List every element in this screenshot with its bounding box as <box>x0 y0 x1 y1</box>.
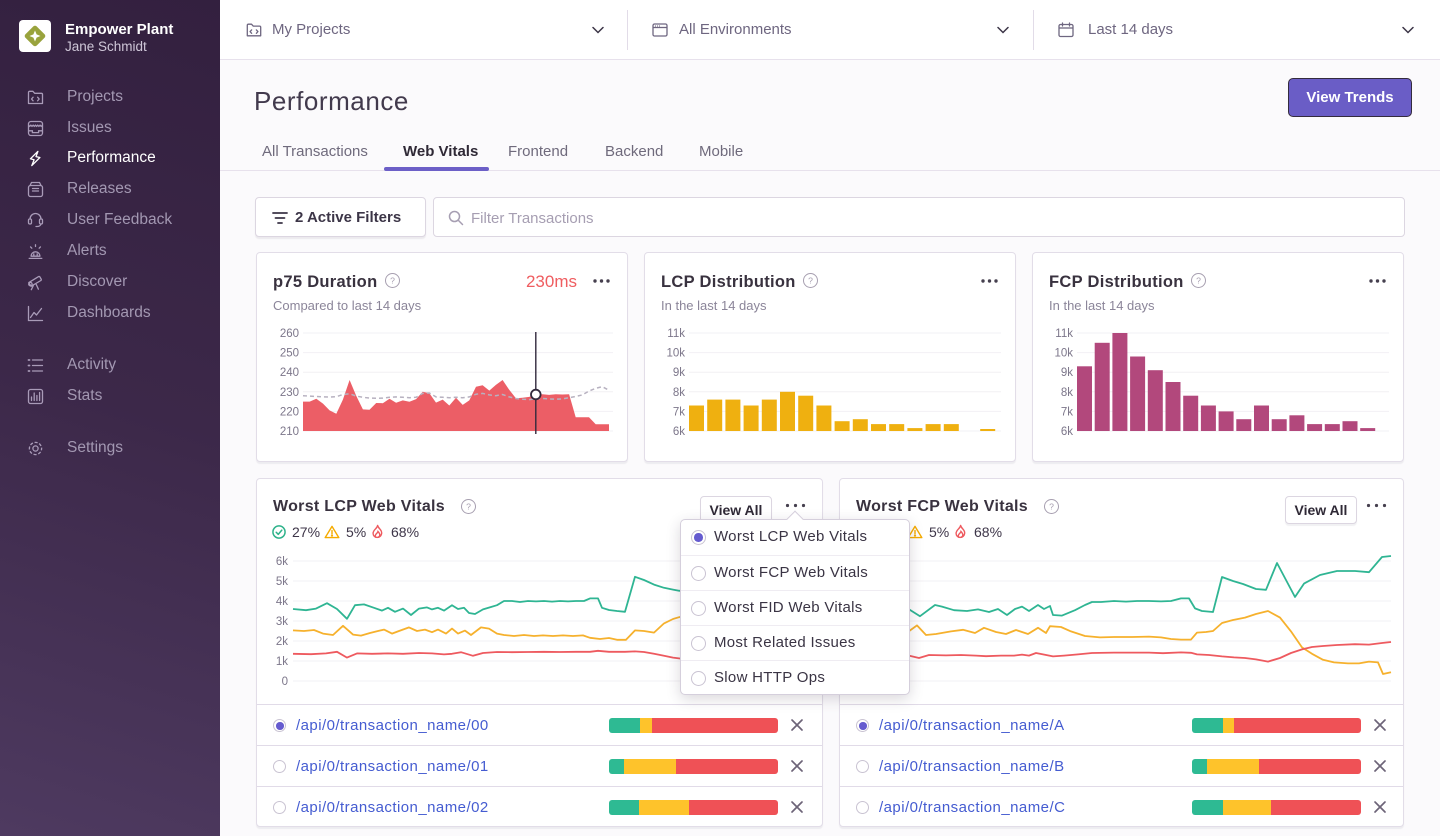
svg-text:7k: 7k <box>673 406 685 418</box>
svg-text:6k: 6k <box>1061 426 1073 438</box>
svg-text:?: ? <box>390 276 395 286</box>
svg-text:9k: 9k <box>1061 367 1073 379</box>
svg-text:4k: 4k <box>276 596 288 608</box>
svg-text:0: 0 <box>282 676 288 688</box>
svg-text:8k: 8k <box>1061 387 1073 399</box>
svg-text:250: 250 <box>280 348 299 360</box>
svg-text:5k: 5k <box>276 576 288 588</box>
svg-text:240: 240 <box>280 367 299 379</box>
svg-text:?: ? <box>808 276 813 286</box>
svg-text:220: 220 <box>280 406 299 418</box>
svg-text:11k: 11k <box>667 328 685 340</box>
svg-text:2k: 2k <box>276 636 288 648</box>
svg-text:10k: 10k <box>666 348 685 360</box>
svg-text:6k: 6k <box>673 426 685 438</box>
svg-text:?: ? <box>466 502 471 512</box>
svg-text:210: 210 <box>280 426 299 438</box>
svg-text:9k: 9k <box>673 367 685 379</box>
svg-text:6k: 6k <box>276 556 288 568</box>
svg-text:?: ? <box>1049 502 1054 512</box>
svg-text:7k: 7k <box>1061 406 1073 418</box>
svg-text:1k: 1k <box>276 656 288 668</box>
svg-text:8k: 8k <box>673 387 685 399</box>
svg-text:11k: 11k <box>1055 328 1073 340</box>
svg-text:260: 260 <box>280 328 299 340</box>
svg-text:230: 230 <box>280 387 299 399</box>
svg-text:3k: 3k <box>276 616 288 628</box>
svg-text:10k: 10k <box>1054 348 1073 360</box>
svg-text:?: ? <box>1196 276 1201 286</box>
